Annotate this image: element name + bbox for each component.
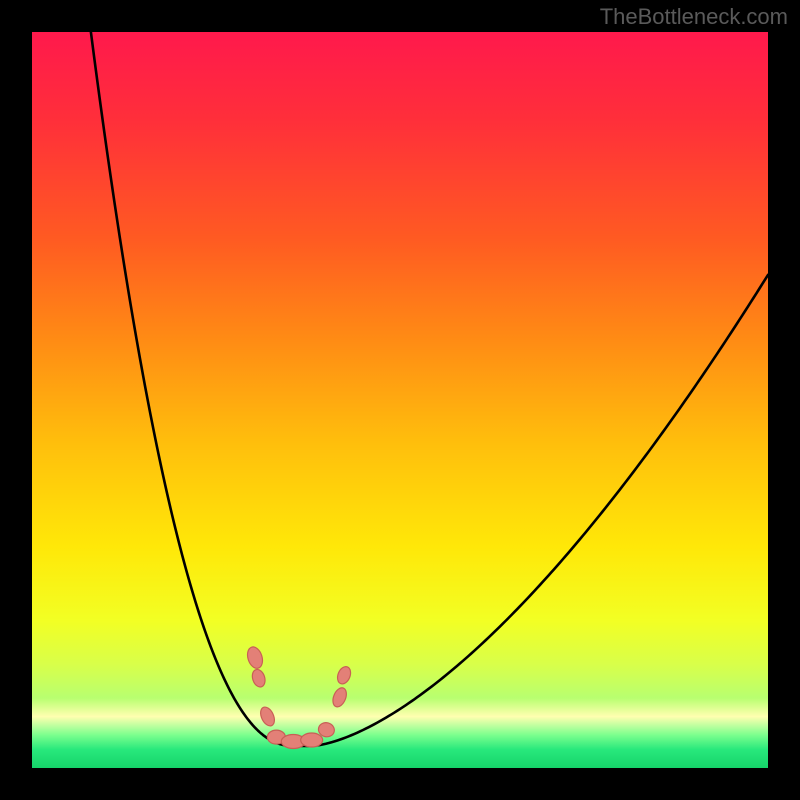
marker-blob [301,733,323,747]
bottleneck-chart [0,0,800,800]
watermark-text: TheBottleneck.com [600,4,788,30]
plot-gradient-background [32,32,768,768]
